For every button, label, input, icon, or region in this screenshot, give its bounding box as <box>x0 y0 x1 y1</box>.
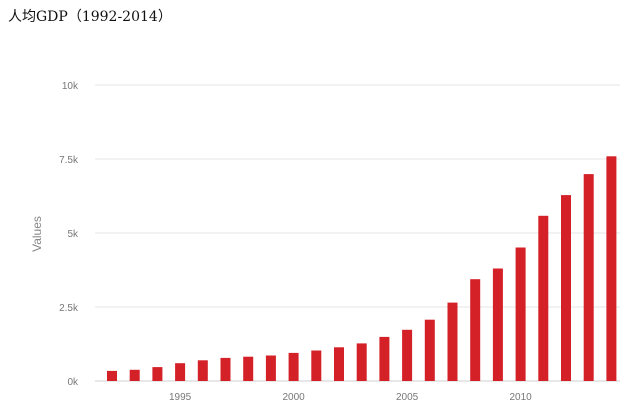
bar-2002 <box>334 347 344 381</box>
bar-1994 <box>152 367 163 381</box>
bar-2014 <box>606 156 617 381</box>
y-tick-label: 0k <box>67 377 79 388</box>
bars <box>107 156 617 381</box>
x-tick-label: 2000 <box>282 392 305 403</box>
bar-2006 <box>424 319 435 381</box>
bar-1995 <box>175 363 186 381</box>
y-tick-label: 5k <box>67 229 79 240</box>
bar-2001 <box>311 350 322 381</box>
bar-2011 <box>538 215 549 381</box>
bar-2005 <box>402 329 413 381</box>
bar-1993 <box>129 369 140 381</box>
bar-2003 <box>356 343 367 381</box>
bar-2012 <box>561 195 571 381</box>
bar-2004 <box>379 336 390 381</box>
y-tick-label: 2.5k <box>59 303 79 314</box>
y-axis-label: Values <box>30 216 44 252</box>
page-title: 人均GDP（1992-2014） <box>8 9 172 25</box>
y-tick-label: 10k <box>62 81 79 92</box>
bar-2008 <box>470 279 481 381</box>
bar-1999 <box>265 355 276 381</box>
x-axis-ticks: 1995 2000 2005 2010 <box>169 392 532 403</box>
bar-1998 <box>243 356 254 381</box>
bar-2010 <box>515 247 526 381</box>
bar-2013 <box>583 174 594 381</box>
x-tick-label: 1995 <box>169 392 192 403</box>
bar-1992 <box>107 370 117 381</box>
y-axis-ticks: 0k 2.5k 5k 7.5k 10k <box>59 81 79 388</box>
bar-2000 <box>288 352 299 381</box>
bar-2007 <box>447 302 458 381</box>
x-tick-label: 2005 <box>396 392 419 403</box>
x-tick-label: 2010 <box>509 392 532 403</box>
bar-2009 <box>492 268 503 381</box>
bar-1997 <box>220 357 231 381</box>
y-tick-label: 7.5k <box>59 155 79 166</box>
bar-1996 <box>197 360 208 381</box>
